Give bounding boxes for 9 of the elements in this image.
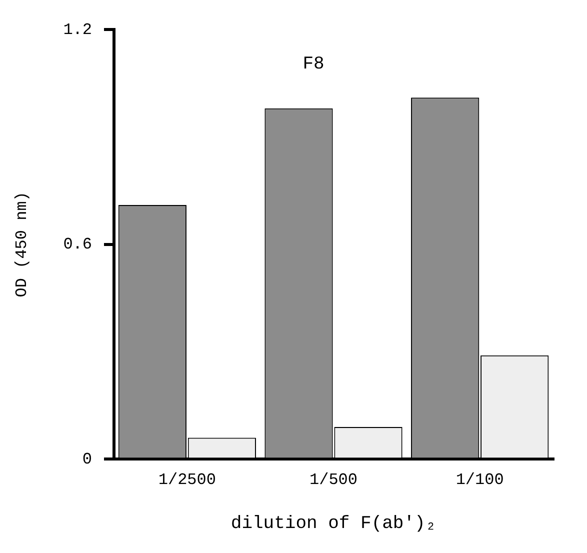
y-tick-label: 1.2 bbox=[63, 20, 92, 39]
text: F8 bbox=[302, 54, 324, 74]
x-tick-label: 1/500 bbox=[309, 471, 358, 490]
x-tick-label: 1/100 bbox=[456, 471, 504, 490]
y-tick-label: 0.6 bbox=[63, 236, 92, 254]
y-axis-title: OD (450 nm) bbox=[12, 192, 31, 298]
y-tick-label: 0 bbox=[82, 450, 92, 468]
x-tick-label: 1/2500 bbox=[158, 471, 216, 490]
x-axis-title: dilution of F(ab')₂ bbox=[230, 514, 436, 534]
